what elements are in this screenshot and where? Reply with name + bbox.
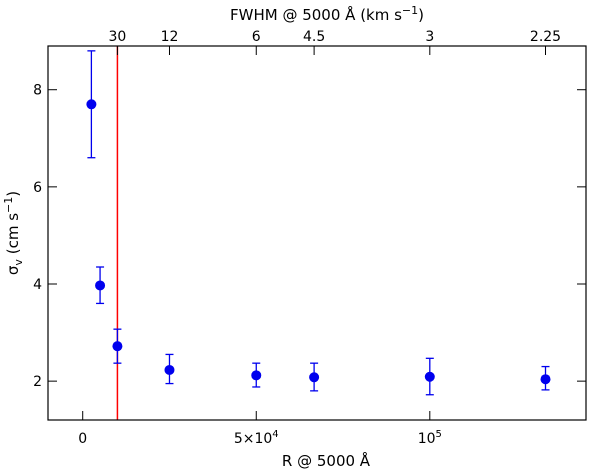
x-axis-title: R @ 5000 Å <box>282 451 371 470</box>
data-point <box>424 371 435 382</box>
data-point <box>95 280 106 291</box>
top-tick-label: 2.25 <box>530 29 561 45</box>
data-point <box>251 370 262 381</box>
x-tick-label: 0 <box>78 431 87 447</box>
data-point <box>164 364 175 375</box>
data-point <box>86 99 97 110</box>
y-tick-label: 4 <box>33 277 42 293</box>
data-point <box>112 341 123 352</box>
top-axis-title: FWHM @ 5000 Å (km s−1) <box>230 4 424 24</box>
top-tick-label: 30 <box>109 29 127 45</box>
y-tick-label: 8 <box>33 83 42 99</box>
axes: 0 5×104 105 2 4 6 8 30 12 6 4.5 3 2.25 <box>33 29 586 447</box>
plot-area <box>86 46 551 420</box>
top-tick-label: 12 <box>161 29 179 45</box>
top-tick-label: 6 <box>252 29 261 45</box>
y-tick-label: 6 <box>33 180 42 196</box>
x-tick-label: 5×104 <box>234 429 279 447</box>
data-point <box>540 374 551 385</box>
y-axis-title: σv (cm s−1) <box>2 191 25 275</box>
data-point <box>309 372 320 383</box>
top-tick-label: 3 <box>425 29 434 45</box>
top-tick-label: 4.5 <box>303 29 325 45</box>
x-tick-label: 105 <box>418 429 442 447</box>
plot-frame <box>47 45 587 421</box>
y-tick-label: 2 <box>33 374 42 390</box>
